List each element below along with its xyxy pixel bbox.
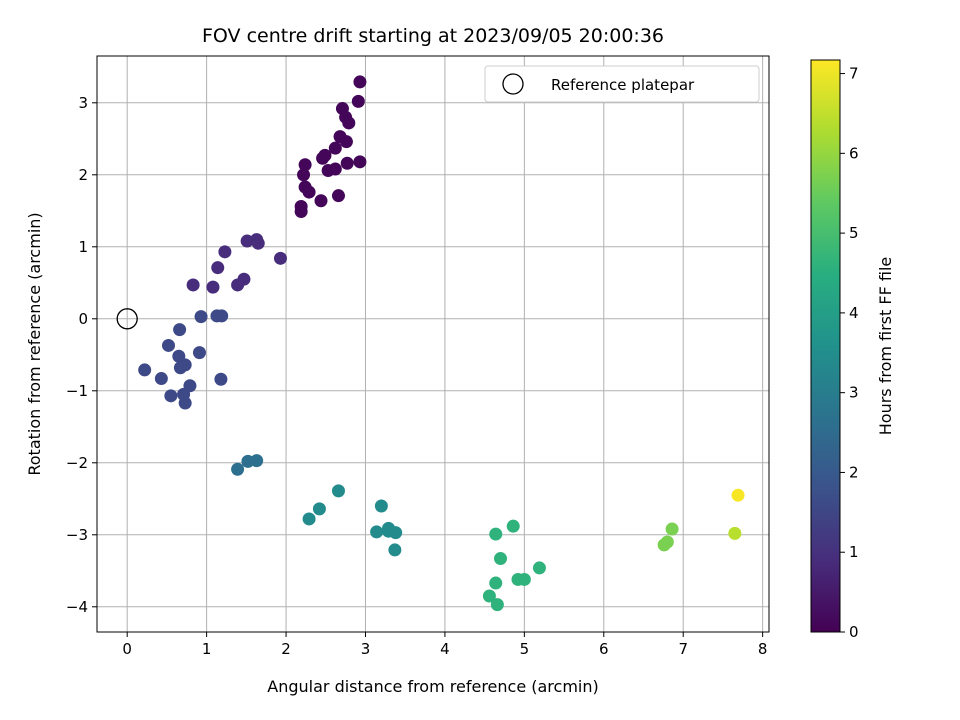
colorbar-tick-label: 5: [849, 224, 859, 242]
data-point: [482, 589, 496, 603]
x-tick-label: 0: [122, 640, 132, 658]
data-point: [331, 484, 345, 498]
data-point: [218, 245, 232, 259]
data-point: [173, 361, 187, 375]
data-point: [331, 189, 345, 203]
data-point: [294, 205, 308, 219]
colorbar-tick-label: 3: [849, 384, 859, 402]
y-tick-label: −3: [66, 526, 88, 544]
x-tick-label: 7: [678, 640, 688, 658]
data-point: [154, 372, 168, 386]
data-point: [251, 236, 265, 250]
colorbar-tick-label: 0: [849, 623, 859, 641]
data-point: [214, 372, 228, 386]
data-point: [206, 280, 220, 294]
data-point: [490, 598, 504, 612]
colorbar-ticks: 0 1 2 3 4 5 6 7: [840, 65, 859, 641]
y-tick-label: −4: [66, 598, 88, 616]
chart-title: FOV centre drift starting at 2023/09/05 …: [202, 25, 664, 47]
data-point: [161, 338, 175, 352]
x-tick-label: 5: [520, 640, 530, 658]
data-point: [178, 396, 192, 410]
x-axis-ticks: 0 1 2 3 4 5 6 7 8: [122, 632, 767, 658]
data-point: [194, 310, 208, 324]
data-point: [164, 389, 178, 403]
data-point: [321, 163, 335, 177]
x-tick-label: 3: [361, 640, 371, 658]
y-tick-label: 2: [78, 166, 88, 184]
x-tick-label: 2: [281, 640, 291, 658]
data-point: [273, 251, 287, 265]
data-point: [186, 278, 200, 292]
grid: [97, 56, 769, 632]
data-point: [339, 135, 353, 149]
legend-box: [484, 65, 760, 103]
data-point: [215, 309, 229, 323]
x-tick-label: 4: [440, 640, 450, 658]
data-point: [353, 155, 367, 169]
y-axis-ticks: −4 −3 −2 −1 0 1 2 3: [66, 94, 97, 616]
data-point: [489, 527, 503, 541]
data-point: [489, 576, 503, 590]
legend: Reference platepar: [484, 65, 760, 103]
data-point: [302, 185, 316, 199]
data-point: [657, 538, 671, 552]
data-point: [353, 75, 367, 89]
plot-frame: [96, 55, 770, 633]
colorbar-tick-label: 2: [849, 463, 859, 481]
y-axis-label: Rotation from reference (arcmin): [25, 212, 44, 475]
data-point: [517, 572, 531, 586]
data-point: [192, 346, 206, 360]
y-tick-label: 0: [78, 310, 88, 328]
data-point: [173, 323, 187, 337]
colorbar-tick-label: 4: [849, 304, 859, 322]
y-tick-label: 3: [78, 94, 88, 112]
data-point: [665, 522, 679, 536]
legend-marker: [502, 73, 524, 95]
reference-marker: [116, 308, 138, 330]
data-point: [240, 234, 254, 248]
data-point: [731, 488, 745, 502]
colorbar-label: Hours from first FF file: [876, 257, 895, 436]
data-point: [370, 525, 384, 539]
data-point: [388, 543, 402, 557]
x-tick-label: 6: [599, 640, 609, 658]
data-point: [314, 194, 328, 208]
data-point: [532, 561, 546, 575]
x-tick-label: 1: [202, 640, 212, 658]
data-point: [374, 499, 388, 513]
data-point: [351, 94, 365, 108]
y-tick-label: −1: [66, 382, 88, 400]
x-tick-label: 8: [758, 640, 768, 658]
data-point: [241, 454, 255, 468]
legend-label: Reference platepar: [551, 76, 695, 94]
data-point: [494, 552, 508, 566]
colorbar-tick-label: 1: [849, 543, 859, 561]
data-points: [138, 75, 745, 612]
data-point: [211, 261, 225, 275]
y-tick-label: −2: [66, 454, 88, 472]
colorbar: 0 1 2 3 4 5 6 7 Hours from first FF file: [810, 59, 895, 641]
data-point: [728, 526, 742, 540]
data-point: [312, 502, 326, 516]
data-point: [342, 116, 356, 130]
colorbar-gradient: [810, 59, 841, 633]
data-point: [328, 141, 342, 155]
colorbar-tick-label: 7: [849, 65, 859, 83]
data-point: [138, 363, 152, 377]
data-point: [231, 278, 245, 292]
colorbar-tick-label: 6: [849, 144, 859, 162]
x-axis-label: Angular distance from reference (arcmin): [267, 677, 598, 696]
data-point: [231, 462, 245, 476]
data-point: [506, 519, 520, 533]
data-point: [302, 512, 316, 526]
data-point: [316, 151, 330, 165]
data-point: [297, 168, 311, 182]
data-point: [298, 158, 312, 172]
data-point: [340, 156, 354, 170]
y-tick-label: 1: [78, 238, 88, 256]
data-point: [389, 526, 403, 540]
